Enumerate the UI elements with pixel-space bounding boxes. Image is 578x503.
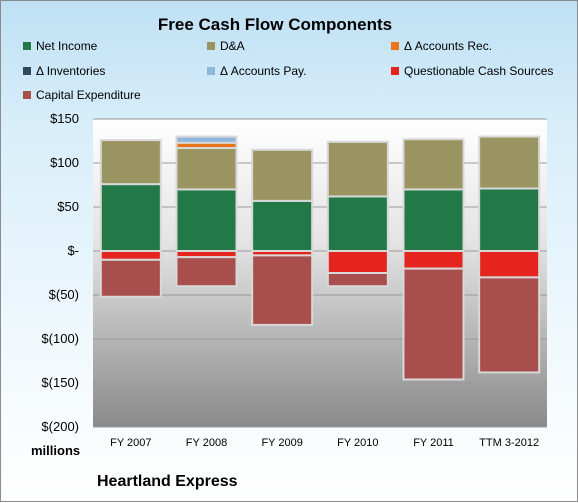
chart-title: Free Cash Flow Components xyxy=(157,15,393,34)
bar-segment xyxy=(175,256,238,288)
legend-swatch xyxy=(391,67,399,75)
y-tick-label: $- xyxy=(67,243,79,258)
legend-swatch xyxy=(23,42,31,50)
bar-segment xyxy=(175,147,238,191)
x-tick-label: FY 2008 xyxy=(185,437,228,449)
legend-label: Δ Accounts Pay. xyxy=(220,64,307,78)
bar-segment xyxy=(326,272,389,288)
bar-segment xyxy=(402,250,465,270)
legend-item: Δ Accounts Pay. xyxy=(207,64,307,78)
legend-label: Capital Expenditure xyxy=(36,88,141,102)
bar-segment xyxy=(99,258,162,298)
gridlines xyxy=(93,118,547,428)
bar-segment xyxy=(251,254,314,326)
x-tick-label: FY 2011 xyxy=(413,437,454,449)
bar-segment xyxy=(402,138,465,191)
bar-segment xyxy=(99,250,162,261)
units-label: millions xyxy=(31,443,81,458)
bar-segment xyxy=(478,250,541,279)
bar-segment xyxy=(175,135,238,144)
x-tick-label: FY 2007 xyxy=(110,437,152,449)
bar-segment xyxy=(251,148,314,202)
company-name: Heartland Express xyxy=(97,473,238,490)
bars xyxy=(99,135,541,381)
legend-label: D&A xyxy=(220,39,245,53)
bar-segment xyxy=(175,188,238,252)
legend-label: Δ Accounts Rec. xyxy=(404,39,493,53)
y-tick-label: $150 xyxy=(50,111,79,126)
y-tick-label: $(50) xyxy=(48,287,79,302)
bar-segment xyxy=(99,139,162,186)
bar-segment xyxy=(251,199,314,252)
x-tick-label: FY 2010 xyxy=(337,437,379,449)
legend-item: Δ Inventories xyxy=(23,64,105,78)
legend-item: Net Income xyxy=(23,39,97,53)
bar-segment xyxy=(326,140,389,198)
y-tick-label: $(150) xyxy=(41,375,79,390)
legend-item: D&A xyxy=(207,39,245,53)
legend-swatch xyxy=(23,67,31,75)
bar-segment xyxy=(99,183,162,252)
y-tick-label: $100 xyxy=(50,155,79,170)
legend-label: Net Income xyxy=(36,39,98,53)
y-tick-label: $(100) xyxy=(41,331,79,346)
x-tick-label: FY 2009 xyxy=(261,437,303,449)
bar-segment xyxy=(326,250,389,274)
legend-swatch xyxy=(391,42,399,50)
legend-item: Δ Accounts Rec. xyxy=(391,39,492,53)
legend-label: Δ Inventories xyxy=(36,64,106,78)
y-tick-label: $50 xyxy=(57,199,79,214)
plot-background xyxy=(93,119,547,427)
bar-segment xyxy=(402,267,465,381)
legend-item: Questionable Cash Sources xyxy=(391,64,553,78)
legend-swatch xyxy=(207,67,215,75)
x-tick-label: TTM 3-2012 xyxy=(479,437,540,449)
bar-segment xyxy=(478,135,541,190)
legend-label: Questionable Cash Sources xyxy=(404,64,554,78)
legend-item: Capital Expenditure xyxy=(23,88,141,102)
legend-swatch xyxy=(207,42,215,50)
bar-segment xyxy=(402,188,465,252)
bar-segment xyxy=(478,187,541,253)
y-tick-label: $(200) xyxy=(41,419,79,434)
legend-swatch xyxy=(23,91,31,99)
bar-segment xyxy=(326,195,389,253)
bar-segment xyxy=(478,276,541,374)
